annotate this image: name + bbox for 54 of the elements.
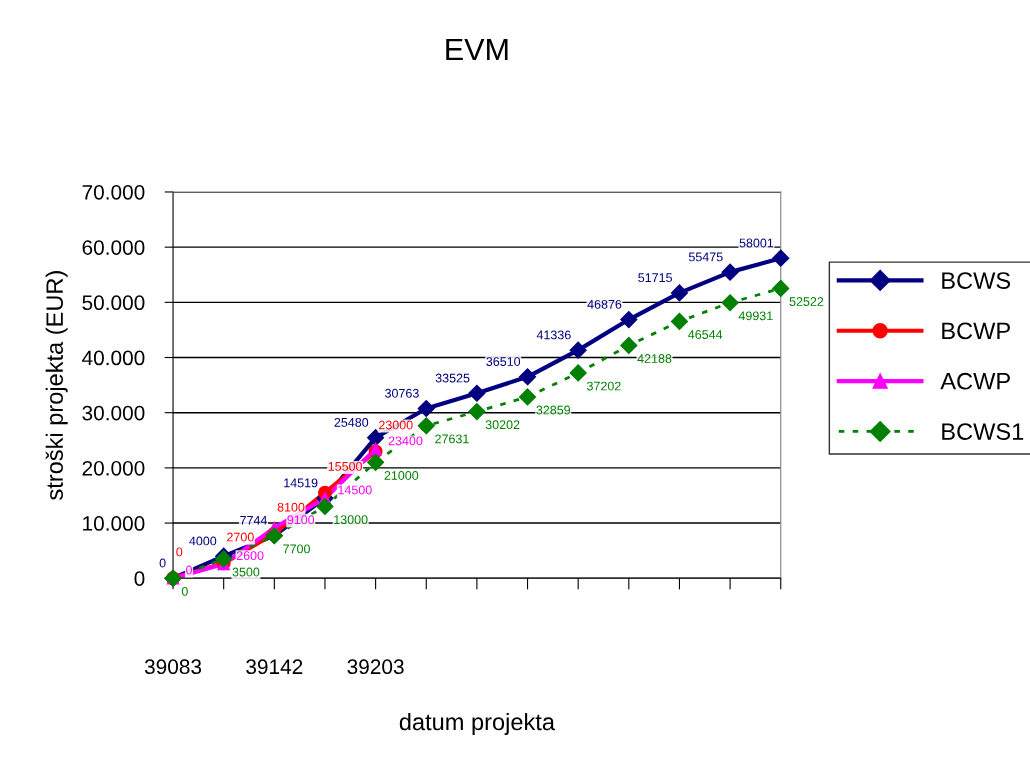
y-tick-label: 20.000: [82, 460, 145, 476]
data-label: 42188: [637, 354, 672, 363]
data-label: 21000: [384, 471, 419, 480]
data-label: 30202: [485, 420, 520, 430]
data-label: 32859: [536, 405, 571, 415]
y-axis-title: stroški projekta (EUR): [45, 271, 68, 500]
data-label: 30763: [385, 388, 419, 398]
data-label: 58001: [739, 238, 774, 248]
data-label: 46876: [587, 299, 622, 309]
x-tick-label: 39083: [144, 659, 202, 675]
data-label: 3500: [232, 567, 260, 577]
y-tick-label: 70.000: [82, 184, 145, 200]
x-tick-label: 39142: [246, 659, 303, 675]
chart-title: EVM: [446, 39, 508, 61]
data-label: 46544: [688, 330, 723, 339]
data-label: 8100: [277, 502, 305, 512]
y-tick-label: 30.000: [82, 405, 145, 421]
y-tick-label: 0: [134, 571, 145, 586]
data-label: 0: [186, 565, 192, 575]
data-label: 36510: [486, 357, 521, 366]
data-label: 2600: [236, 551, 264, 561]
y-tick-label: 60.000: [82, 240, 145, 255]
data-label: 23400: [388, 436, 423, 446]
data-label: 55475: [688, 252, 723, 262]
data-label: 0: [176, 547, 183, 557]
data-label: 0: [159, 558, 166, 568]
data-label: 4000: [189, 536, 217, 546]
data-label: 2700: [227, 532, 254, 542]
data-label: 49931: [738, 311, 773, 321]
data-label: 9100: [287, 515, 315, 525]
x-tick-label: 39203: [347, 659, 404, 675]
data-label: 0: [181, 586, 188, 596]
legend-label: BCWP: [942, 322, 1010, 340]
data-label: 7744: [240, 515, 268, 525]
data-label: 14500: [338, 485, 372, 495]
data-label: 37202: [586, 381, 621, 391]
legend-label: BCWS: [942, 272, 1011, 289]
data-label: 27631: [435, 434, 469, 444]
x-axis-title: datum projekta: [399, 712, 555, 735]
y-tick-label: 10.000: [83, 516, 145, 531]
data-label: 33525: [435, 373, 470, 383]
data-label: 25480: [334, 417, 369, 427]
data-label: 13000: [334, 515, 368, 525]
data-label: 7700: [283, 544, 310, 554]
y-tick-label: 50.000: [82, 295, 145, 311]
y-tick-label: 40.000: [82, 350, 145, 366]
data-label: 15500: [328, 461, 363, 471]
data-label: 23000: [379, 420, 413, 430]
data-label: 14519: [284, 478, 318, 488]
data-label: 52522: [789, 297, 824, 306]
legend-label: BCWS1: [942, 423, 1024, 440]
data-label: 41336: [536, 330, 571, 340]
data-label: 51715: [638, 273, 672, 283]
legend-label: ACWP: [940, 372, 1010, 390]
